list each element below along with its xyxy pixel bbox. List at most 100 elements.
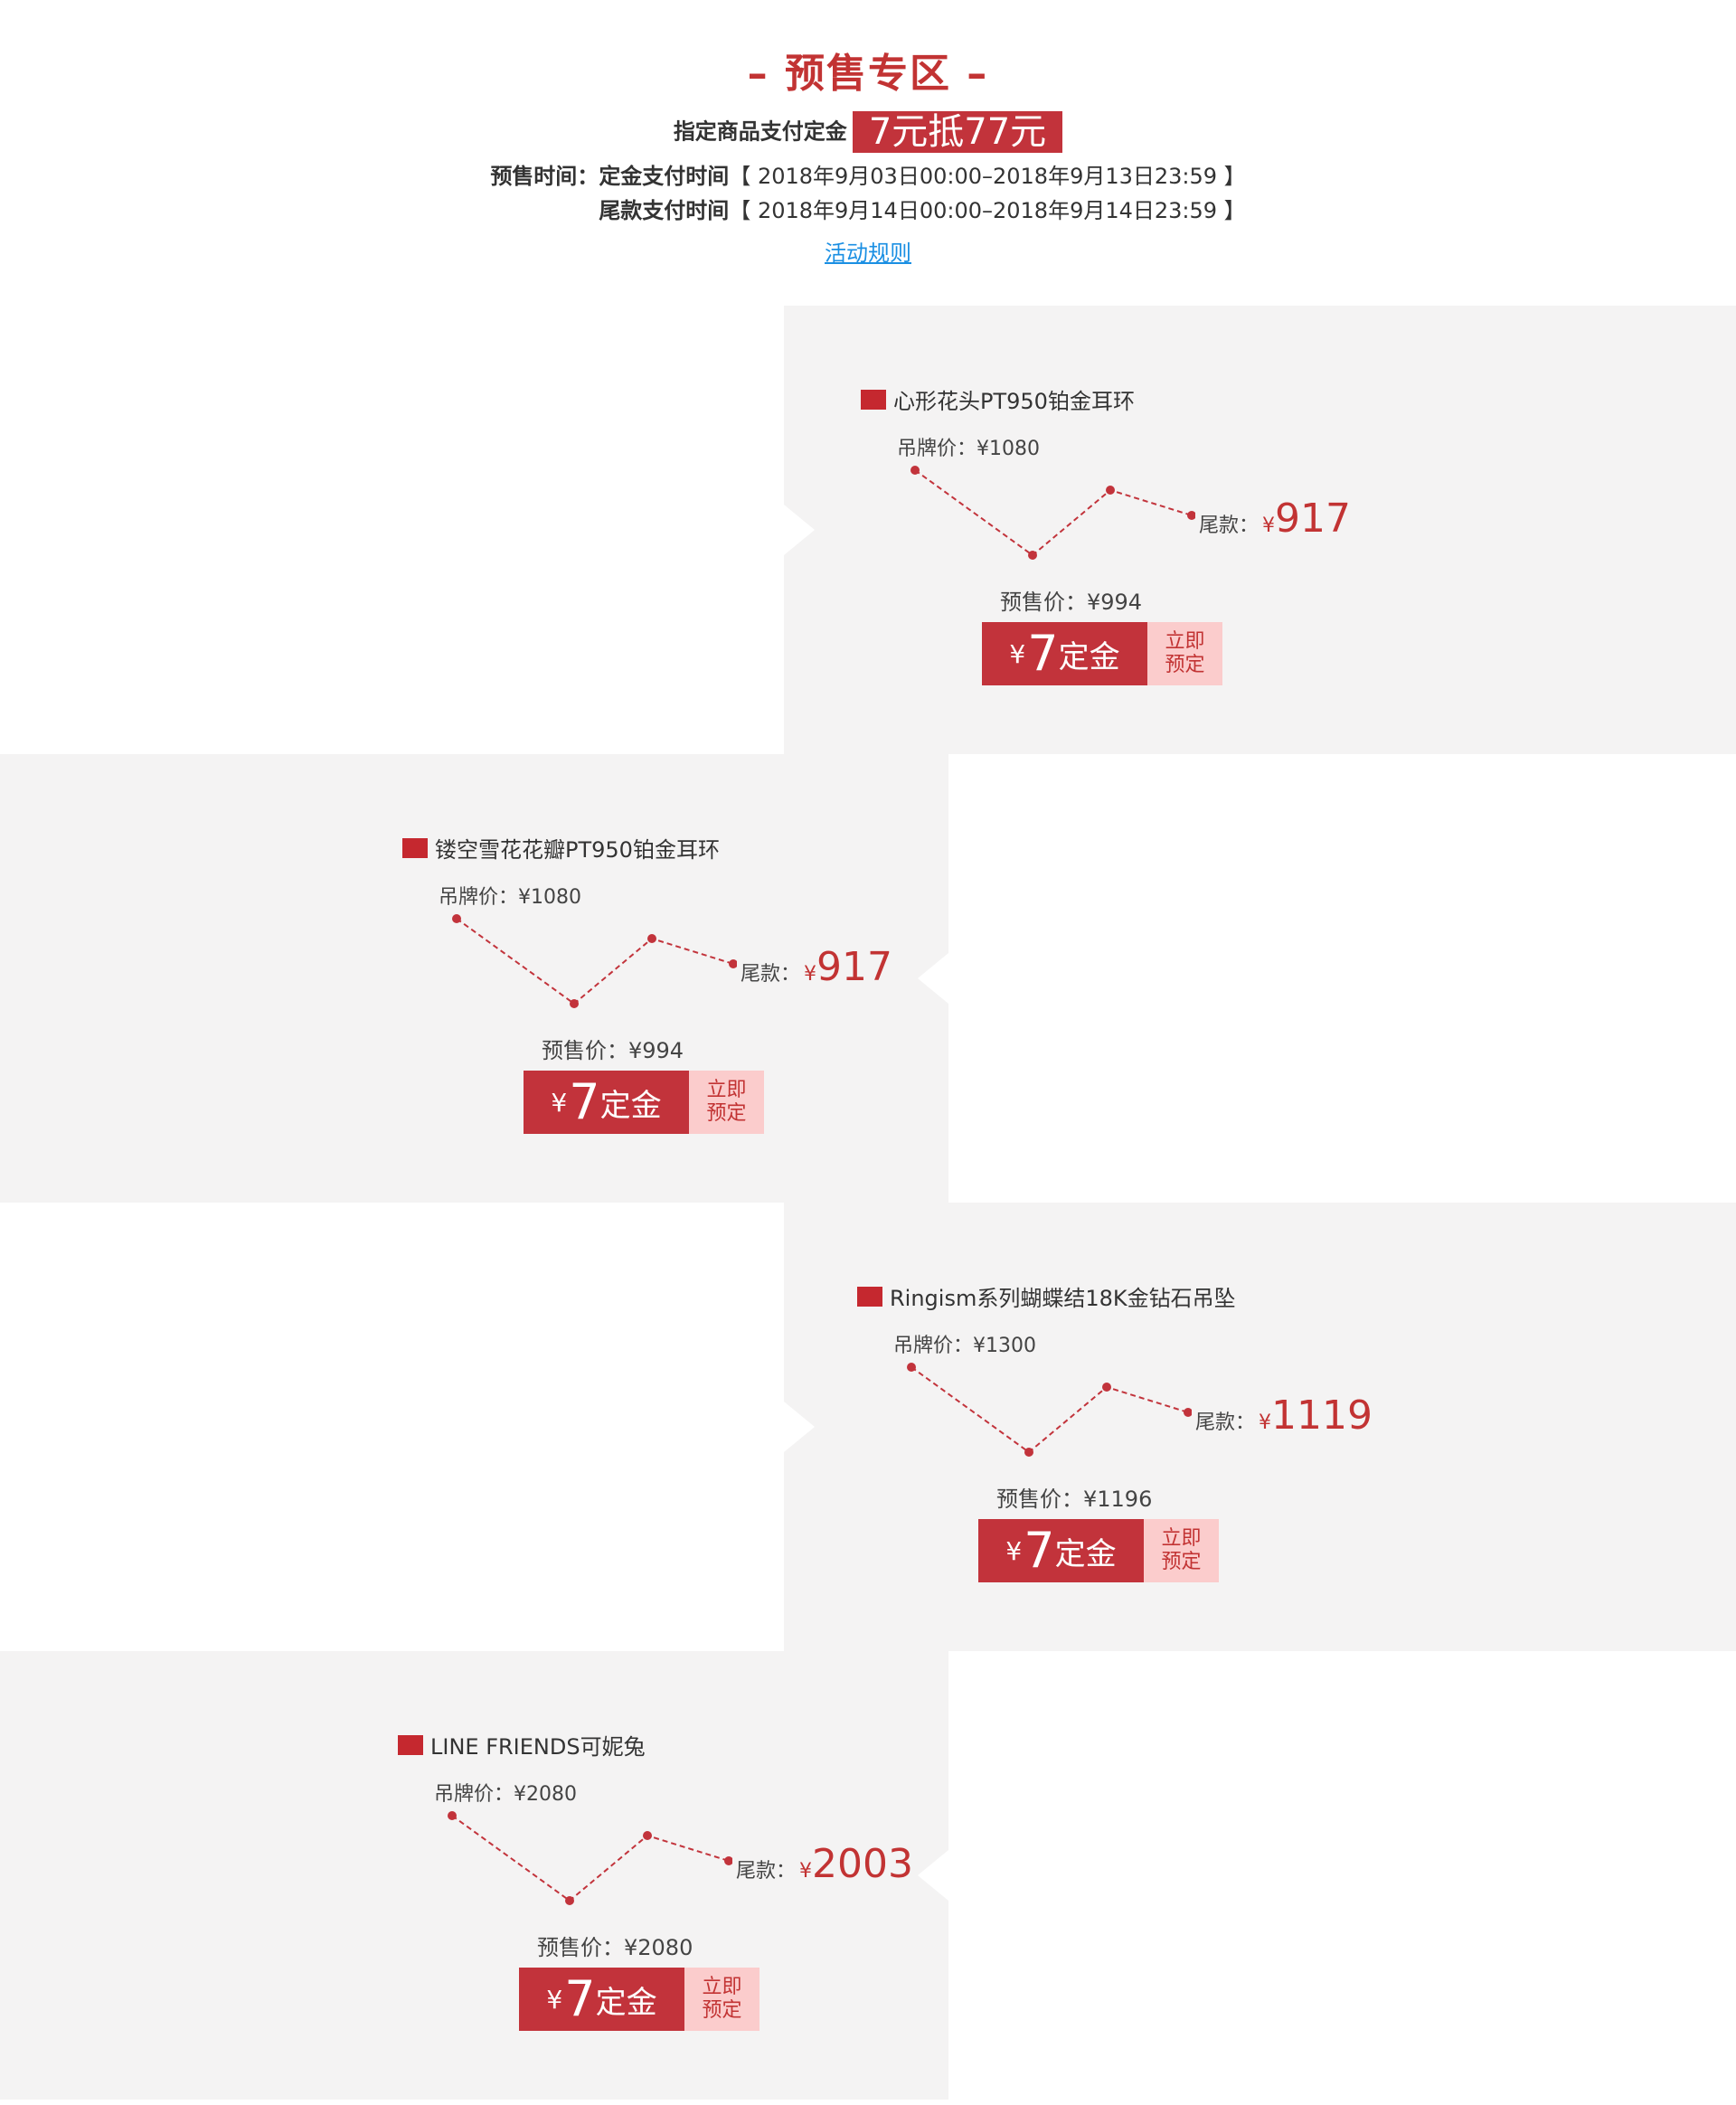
deposit-amount[interactable]: ¥7 定金 — [519, 1968, 684, 2031]
name-marker-icon — [402, 837, 428, 858]
presale-price-label: 预售价： — [542, 1038, 628, 1063]
final-currency: ¥ — [799, 1860, 813, 1883]
deposit-time-range: 【 2018年9月03日00:00–2018年9月13日23:59 】 — [729, 164, 1246, 189]
panel-notch — [784, 1402, 815, 1452]
tag-price-label: 吊牌价： — [439, 886, 519, 909]
product-panel: Ringism系列蝴蝶结18K金钻石吊坠 吊牌价：¥1300 尾款： ¥1119 … — [784, 1203, 1736, 1651]
price-trend-line — [910, 466, 1195, 560]
tag-price-label: 吊牌价： — [897, 438, 977, 460]
presale-price-value: ¥1196 — [1083, 1487, 1153, 1512]
trend-point-pre — [565, 1896, 574, 1905]
tag-price: 吊牌价：¥2080 — [434, 1778, 577, 1807]
reserve-button[interactable]: ¥7 定金 立即 预定 — [524, 1071, 764, 1134]
reserve-now[interactable]: 立即 预定 — [689, 1071, 764, 1134]
product-card: LINE FRIENDS可妮兔 吊牌价：¥2080 尾款： ¥2003 预售价： ¥… — [320, 1651, 913, 2031]
reserve-now[interactable]: 立即 预定 — [684, 1968, 760, 2031]
trend-point-final — [1184, 1408, 1192, 1417]
deposit-currency: ¥ — [551, 1087, 568, 1118]
tag-price: 吊牌价：¥1300 — [893, 1329, 1036, 1358]
tag-price-value: ¥1080 — [518, 886, 582, 909]
price-trend-path — [910, 1366, 1189, 1454]
trend-point-tag — [907, 1363, 916, 1372]
tag-price: 吊牌价：¥1080 — [439, 881, 581, 910]
name-marker-icon — [857, 1286, 882, 1307]
trend-point-tag — [452, 914, 461, 923]
tag-price-value: ¥2080 — [514, 1783, 578, 1806]
final-payment: 尾款： ¥2003 — [736, 1841, 913, 1887]
presale-price: 预售价：¥1196 — [996, 1481, 1152, 1513]
reserve-button[interactable]: ¥7 定金 立即 预定 — [982, 622, 1222, 685]
final-payment: 尾款： ¥917 — [1199, 496, 1351, 542]
product-name-row: 镂空雪花花瓣PT950铂金耳环 — [402, 832, 720, 863]
product-panel: 镂空雪花花瓣PT950铂金耳环 吊牌价：¥1080 尾款： ¥917 预售价：¥9… — [0, 754, 948, 1203]
trend-point-pre — [1028, 551, 1037, 560]
trend-point-mid — [643, 1831, 652, 1840]
tag-price: 吊牌价：¥1080 — [897, 432, 1040, 461]
reserve-now-line2: 预定 — [706, 1102, 747, 1125]
trend-point-mid — [1106, 486, 1115, 495]
final-time-range: 【 2018年9月14日00:00–2018年9月14日23:59 】 — [729, 198, 1246, 223]
deposit-word: 定金 — [599, 1087, 662, 1124]
deposit-currency: ¥ — [1009, 638, 1026, 669]
panel-notch — [918, 953, 948, 1004]
reserve-now[interactable]: 立即 预定 — [1144, 1519, 1219, 1582]
deposit-number: 7 — [564, 1970, 596, 2027]
final-time-label: 尾款支付时间 — [599, 198, 730, 223]
product-name: 镂空雪花花瓣PT950铂金耳环 — [435, 837, 720, 863]
price-trend-path — [456, 918, 734, 1005]
price-trend-line — [452, 914, 737, 1008]
deposit-amount[interactable]: ¥7 定金 — [978, 1519, 1144, 1582]
deposit-number: 7 — [1024, 1522, 1055, 1579]
reserve-button[interactable]: ¥7 定金 立即 预定 — [978, 1519, 1219, 1582]
deposit-offer: 指定商品支付定金 7元抵77元 — [0, 110, 1736, 153]
presale-price-label: 预售价： — [1000, 590, 1087, 615]
trend-point-tag — [910, 466, 920, 475]
price-trend-line — [448, 1811, 732, 1905]
deposit-amount[interactable]: ¥7 定金 — [982, 622, 1147, 685]
reserve-button[interactable]: ¥7 定金 立即 预定 — [519, 1968, 760, 2031]
final-payment: 尾款： ¥917 — [741, 944, 892, 990]
product-card: 心形花头PT950铂金耳环 吊牌价：¥1080 尾款： ¥917 预售价：¥994… — [783, 306, 1351, 685]
reserve-now-line1: 立即 — [1161, 1527, 1202, 1550]
final-payment-label: 尾款： — [741, 963, 801, 986]
reserve-now-line1: 立即 — [1165, 630, 1205, 653]
price-trend-path — [914, 469, 1193, 557]
price-trend-line — [907, 1363, 1192, 1457]
activity-rules-link[interactable]: 活动规则 — [825, 241, 911, 266]
product-name: Ringism系列蝴蝶结18K金钻石吊坠 — [890, 1286, 1236, 1311]
final-currency: ¥ — [1259, 1411, 1272, 1434]
price-trend-path — [451, 1815, 730, 1902]
presale-price-label: 预售价： — [537, 1935, 624, 1960]
presale-price: 预售价：¥994 — [542, 1033, 684, 1064]
panel-notch — [918, 1850, 948, 1901]
deposit-time-line: 预售时间：定金支付时间【 2018年9月03日00:00–2018年9月13日2… — [0, 161, 1736, 192]
final-currency: ¥ — [1262, 514, 1276, 537]
product-name-row: LINE FRIENDS可妮兔 — [398, 1729, 646, 1760]
deposit-amount[interactable]: ¥7 定金 — [524, 1071, 689, 1134]
reserve-now[interactable]: 立即 预定 — [1147, 622, 1222, 685]
product-card: Ringism系列蝴蝶结18K金钻石吊坠 吊牌价：¥1300 尾款： ¥1119 … — [779, 1203, 1373, 1582]
page-title: – 预售专区 – — [747, 51, 989, 97]
product-name: LINE FRIENDS可妮兔 — [430, 1734, 646, 1760]
final-currency: ¥ — [804, 963, 817, 986]
reserve-now-line2: 预定 — [702, 1999, 742, 2022]
final-payment-value: 2003 — [812, 1841, 913, 1887]
final-payment-value: 917 — [1275, 496, 1351, 542]
reserve-now-line1: 立即 — [702, 1976, 742, 1998]
presale-price-value: ¥994 — [1087, 590, 1143, 615]
tag-price-label: 吊牌价： — [893, 1335, 974, 1357]
rules-wrap: 活动规则 — [0, 235, 1736, 267]
product-name-row: Ringism系列蝴蝶结18K金钻石吊坠 — [857, 1280, 1236, 1311]
reserve-now-line1: 立即 — [706, 1079, 747, 1101]
final-payment-value: 1119 — [1271, 1392, 1373, 1439]
product-panel: 心形花头PT950铂金耳环 吊牌价：¥1080 尾款： ¥917 预售价：¥994… — [784, 306, 1736, 754]
presale-price: 预售价：¥994 — [1000, 584, 1142, 616]
tag-price-label: 吊牌价： — [434, 1783, 514, 1806]
reserve-now-line2: 预定 — [1165, 654, 1205, 676]
final-payment-label: 尾款： — [1195, 1411, 1256, 1434]
deposit-word: 定金 — [1058, 638, 1120, 675]
final-payment-label: 尾款： — [1199, 514, 1260, 537]
deposit-offer-text: 指定商品支付定金 — [673, 118, 847, 145]
deposit-offer-badge: 7元抵77元 — [852, 110, 1063, 153]
product-panel: LINE FRIENDS可妮兔 吊牌价：¥2080 尾款： ¥2003 预售价： ¥… — [0, 1651, 948, 2100]
